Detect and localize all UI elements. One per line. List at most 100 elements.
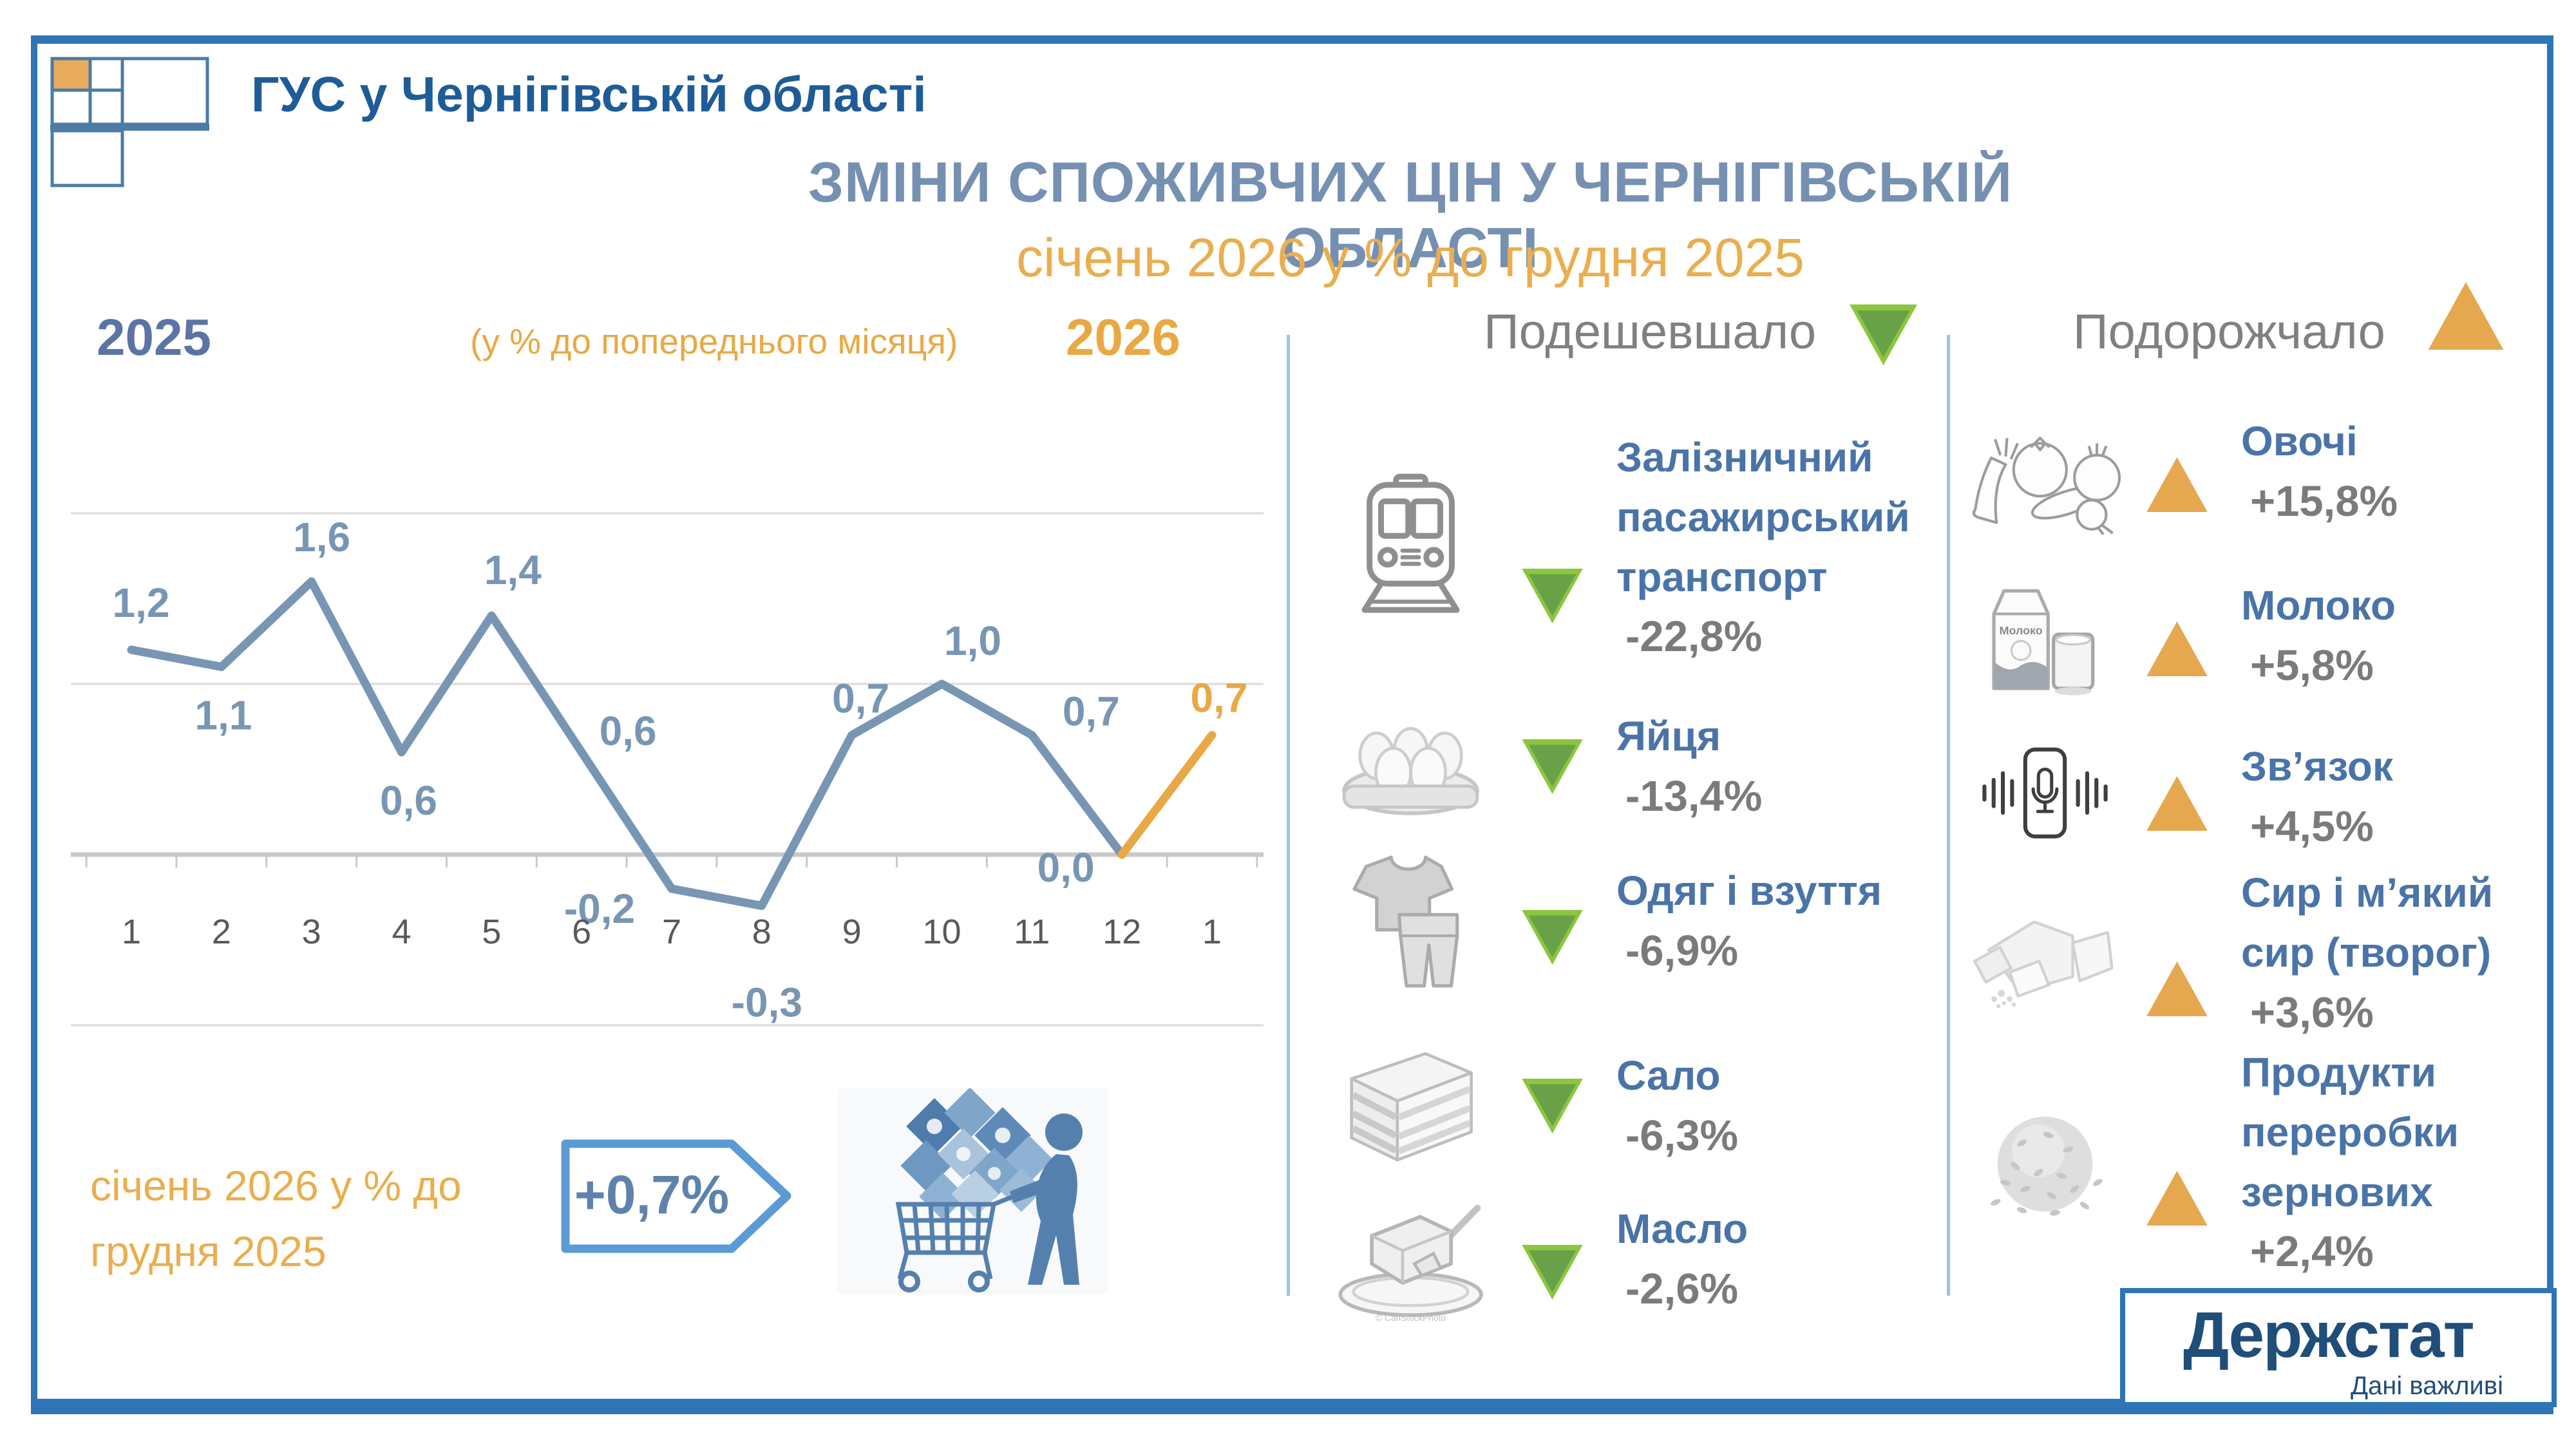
chart-note: (у % до попереднього місяця): [470, 321, 958, 361]
item-value: +3,6%: [2250, 988, 2374, 1037]
pricier-header: Подорожчало: [2073, 305, 2385, 359]
svg-text:-0,3: -0,3: [732, 980, 802, 1026]
item-name: Зв’язок: [2241, 743, 2393, 790]
lard-icon: [1327, 1043, 1494, 1169]
svg-text:3: 3: [302, 913, 321, 951]
carton-label: Молоко: [2000, 623, 2043, 636]
down-triangle-icon: [1520, 1244, 1584, 1300]
page-border-left: [31, 35, 37, 1414]
item-name: Сало: [1616, 1052, 1721, 1099]
svg-text:7: 7: [662, 913, 681, 951]
derzhstat-tagline: Дані важливі: [2350, 1372, 2503, 1400]
up-triangle-icon: [2145, 457, 2209, 512]
page-title: ЗМІНИ СПОЖИВЧИХ ЦІН У ЧЕРНІГІВСЬКІЙ ОБЛА…: [808, 150, 2013, 279]
item-value: -6,3%: [1625, 1112, 1739, 1160]
up-triangle-icon: [2428, 282, 2504, 350]
milk-icon: Молоко: [1958, 572, 2132, 701]
list-item: Продукти переробки зернових +2,4%: [1958, 1049, 2550, 1276]
svg-text:0,0: 0,0: [1037, 844, 1095, 891]
down-triangle-icon: [1520, 739, 1584, 794]
down-triangle-icon: [1520, 909, 1584, 965]
item-value: +2,4%: [2250, 1227, 2374, 1276]
svg-text:0,7: 0,7: [832, 676, 889, 722]
item-name: Овочі: [2241, 418, 2358, 465]
summary-line2: грудня 2025: [90, 1227, 327, 1276]
shopper-cart-illustration: [837, 1088, 1108, 1294]
item-value: -13,4%: [1625, 772, 1763, 820]
communication-icon: [1958, 744, 2132, 850]
svg-text:1: 1: [122, 913, 141, 951]
up-triangle-icon: [2145, 961, 2209, 1016]
item-value: +4,5%: [2250, 802, 2374, 851]
svg-text:4: 4: [392, 913, 411, 951]
list-item: Сало -6,3%: [1327, 1037, 1938, 1175]
derzhstat-logo-box: Держстат Дані важливі: [2120, 1288, 2557, 1407]
up-triangle-icon: [2145, 1170, 2209, 1226]
cart: [895, 1193, 1018, 1293]
down-triangle-icon: [1850, 304, 1917, 366]
svg-text:8: 8: [752, 913, 772, 951]
list-item: Сир і м’який сир (творог) +3,6%: [1958, 869, 2550, 1037]
year-label-2026: 2026: [1066, 308, 1180, 366]
vegetables-icon: [1958, 409, 2132, 535]
down-triangle-icon: [1520, 568, 1584, 623]
svg-text:5: 5: [482, 913, 501, 951]
down-triangle-icon: [1520, 1079, 1584, 1133]
list-item: Молоко Молоко +5,8%: [1958, 567, 2550, 705]
svg-text:6: 6: [572, 913, 591, 951]
badge-value: +0,7%: [574, 1164, 730, 1225]
item-name: Одяг і взуття: [1616, 867, 1882, 914]
up-triangle-icon: [2145, 776, 2209, 831]
svg-text:9: 9: [842, 913, 862, 951]
svg-text:0,6: 0,6: [380, 777, 437, 824]
butter-icon: © CanStockPhoto: [1327, 1193, 1494, 1325]
org-name: ГУС у Чернігівській області: [251, 67, 927, 122]
item-value: +15,8%: [2250, 477, 2398, 526]
page-border-top: [31, 35, 2553, 44]
svg-text:12: 12: [1103, 913, 1141, 951]
separator-right: [1947, 335, 1950, 1296]
page-subtitle: січень 2026 у % до грудня 2025: [1016, 227, 1804, 288]
svg-text:0,7: 0,7: [1190, 675, 1247, 721]
summary-line1: січень 2026 у % до: [90, 1162, 462, 1209]
cpi-line-chart: 1,2 1,1 1,6 0,6 1,4 0,6 -0,2 -0,3 0,7 1,0 0,7 0,0 0,…: [71, 512, 1264, 1027]
up-triangle-icon: [2145, 621, 2209, 676]
list-item: Яйця -13,4%: [1327, 692, 1938, 840]
list-item: Овочі +15,8%: [1958, 402, 2550, 541]
cheaper-header: Подешевшало: [1484, 305, 1817, 359]
item-value: -22,8%: [1625, 612, 1763, 661]
svg-text:10: 10: [922, 913, 961, 951]
list-item: Одяг і взуття -6,9%: [1327, 850, 1938, 992]
train-icon: [1327, 473, 1494, 621]
total-change-badge: +0,7%: [561, 1139, 791, 1253]
list-item: Залізничний пасажирський транспорт -22,8…: [1327, 428, 1938, 667]
svg-text:2: 2: [212, 913, 231, 951]
gus-logo: [50, 57, 209, 187]
svg-text:1,1: 1,1: [194, 692, 252, 739]
item-value: -2,6%: [1625, 1264, 1739, 1313]
item-name: Яйця: [1616, 712, 1721, 759]
svg-text:1,2: 1,2: [113, 580, 170, 626]
list-item: © CanStockPhoto Масло -2,6%: [1327, 1188, 1938, 1330]
item-value: -6,9%: [1625, 926, 1739, 975]
svg-text:1,6: 1,6: [293, 514, 350, 560]
svg-text:1: 1: [1202, 913, 1222, 951]
separator-left: [1287, 335, 1290, 1296]
svg-text:11: 11: [1014, 913, 1050, 951]
clothing-icon: [1327, 852, 1494, 990]
item-name: Сир і м’який сир (творог): [2241, 869, 2494, 976]
page-border-right: [2547, 35, 2553, 1414]
summary-label: січень 2026 у % до грудня 2025: [90, 1153, 462, 1285]
item-name: Продукти переробки зернових: [2241, 1048, 2459, 1215]
eggs-icon: [1327, 705, 1494, 828]
svg-text:-0,2: -0,2: [564, 886, 635, 932]
grain-icon: [1958, 1103, 2132, 1222]
list-item: Зв’язок +4,5%: [1958, 731, 2550, 863]
watermark: © CanStockPhoto: [1376, 1313, 1446, 1323]
svg-text:1,4: 1,4: [484, 547, 542, 593]
year-label-2025: 2025: [97, 308, 211, 366]
item-name: Масло: [1616, 1205, 1748, 1252]
svg-text:0,7: 0,7: [1063, 688, 1120, 735]
svg-text:0,6: 0,6: [600, 708, 657, 754]
